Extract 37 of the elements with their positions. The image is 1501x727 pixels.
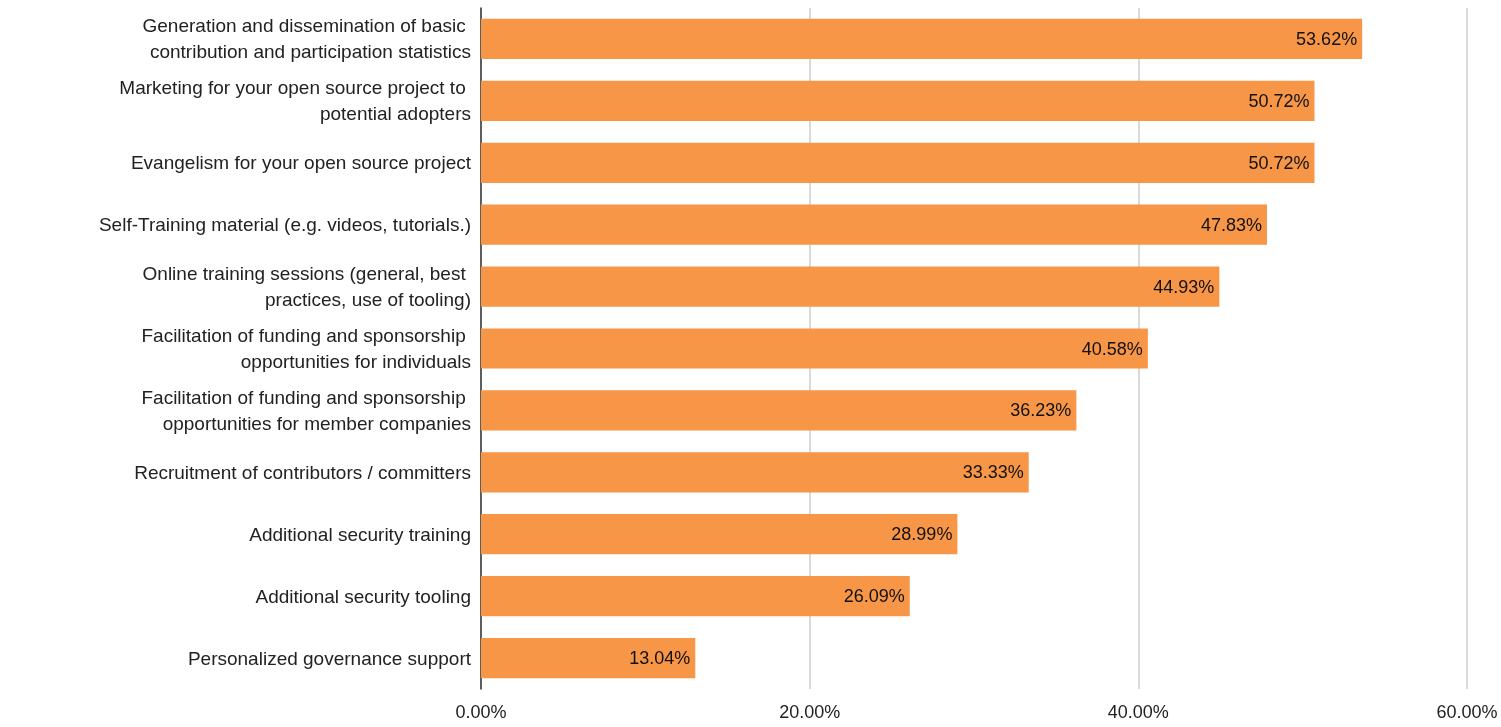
bar	[481, 18, 1363, 60]
data-label: 13.04%	[629, 648, 691, 669]
data-label: 50.72%	[1248, 152, 1310, 173]
bar	[481, 514, 958, 555]
bar	[481, 452, 1029, 493]
x-tick-label: 40.00%	[1107, 702, 1169, 722]
bar	[481, 328, 1148, 369]
bar	[481, 637, 696, 679]
data-label: 53.62%	[1296, 28, 1358, 49]
data-label: 26.09%	[843, 586, 905, 607]
x-tick-label: 20.00%	[779, 702, 841, 722]
y-tick-label: Marketing for your open source project to potential adopters	[119, 77, 471, 125]
data-label: 28.99%	[891, 524, 953, 545]
x-tick-label: 60.00%	[1436, 702, 1498, 722]
data-label: 50.72%	[1248, 90, 1310, 111]
y-tick-label: Facilitation of funding and sponsorship opportunities for member companies	[141, 386, 471, 434]
y-tick-label: Generation and dissemination of basic contribution and participation statistics	[142, 15, 471, 63]
y-tick-label: Recruitment of contributors / committers	[134, 461, 471, 483]
y-tick-label: Facilitation of funding and sponsorship opportunities for individuals	[141, 325, 471, 372]
y-tick-label: Self-Training material (e.g. videos, tutorials.)	[98, 214, 471, 236]
bar	[481, 142, 1315, 183]
y-tick-label: Additional security training	[249, 523, 471, 545]
data-label: 47.83%	[1200, 214, 1263, 235]
data-label: 40.58%	[1081, 338, 1143, 359]
data-label: 36.23%	[1010, 400, 1072, 421]
data-label: 33.33%	[962, 462, 1024, 483]
bar	[481, 390, 1077, 431]
y-tick-label: Personalized governance support	[187, 647, 472, 669]
y-tick-label: Evangelism for your open source project	[130, 152, 472, 174]
bar	[481, 266, 1220, 307]
data-label: 44.93%	[1153, 276, 1215, 297]
bar	[481, 204, 1268, 245]
y-tick-label: Online training sessions (general, best practices, use of tooling)	[142, 263, 471, 311]
x-tick-label: 0.00%	[455, 702, 507, 722]
bar	[481, 80, 1315, 121]
y-tick-label: Additional security tooling	[255, 585, 471, 607]
bar	[481, 576, 910, 617]
